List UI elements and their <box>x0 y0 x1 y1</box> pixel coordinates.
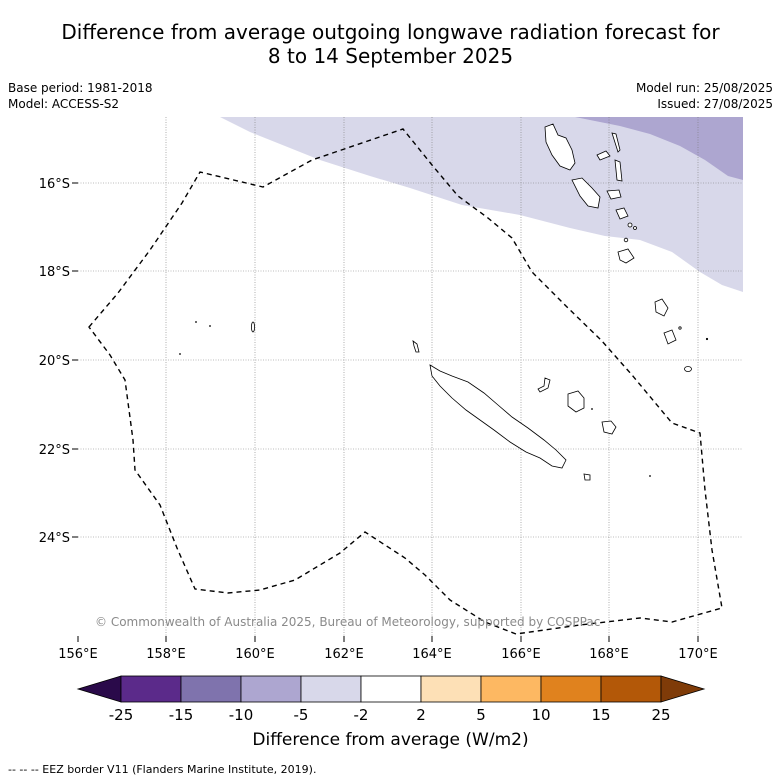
reef-2 <box>209 325 211 327</box>
colorbar-bin-4 <box>300 675 362 703</box>
lat-label-22s: 22°S <box>39 443 70 458</box>
colorbar-tick-10: 10 <box>531 706 550 724</box>
lon-label-164e: 164°E <box>412 647 452 662</box>
reef-5 <box>591 408 593 410</box>
island-east-5 <box>705 337 709 341</box>
colorbar-bin-7 <box>480 675 542 703</box>
island-lifou <box>567 390 585 413</box>
island-belep <box>412 340 420 353</box>
lon-label-166e: 166°E <box>501 647 541 662</box>
colorbar-bin-2 <box>180 675 242 703</box>
lat-label-18s: 18°S <box>39 265 70 280</box>
island-small-2 <box>633 226 637 230</box>
island-efate <box>615 207 629 220</box>
island-small-3 <box>623 237 629 243</box>
island-mare <box>601 420 617 435</box>
lon-label-160e: 160°E <box>235 647 275 662</box>
island-ambae <box>596 150 611 161</box>
island-ile-des-pins <box>583 473 591 481</box>
reef-chesterfield <box>250 321 255 333</box>
colorbar-bin-3 <box>240 675 302 703</box>
anomaly-band-minus-5 <box>220 117 743 292</box>
lon-label-162e: 162°E <box>324 647 364 662</box>
lon-label-168e: 168°E <box>589 647 629 662</box>
eez-border <box>88 128 723 635</box>
island-east-3 <box>684 366 692 372</box>
island-grande-terre <box>429 364 567 469</box>
colorbar-tick-5: 5 <box>476 706 486 724</box>
island-malekula <box>571 177 601 209</box>
colorbar-tick-minus-5: -5 <box>294 706 309 724</box>
lat-label-16s: 16°S <box>39 177 70 192</box>
grid-lines <box>78 117 743 636</box>
colorbar-extend-low <box>76 675 122 703</box>
colorbar-tick-minus-10: -10 <box>229 706 254 724</box>
lon-label-156e: 156°E <box>58 647 98 662</box>
colorbar-bin-8 <box>540 675 602 703</box>
lon-label-170e: 170°E <box>678 647 718 662</box>
reef-1 <box>195 321 197 323</box>
colorbar-tick-15: 15 <box>591 706 610 724</box>
title-line-2: 8 to 14 September 2025 <box>267 44 514 68</box>
colorbar-bin-6 <box>420 675 482 703</box>
colorbar-tick-minus-15: -15 <box>169 706 194 724</box>
colorbar-bin-9 <box>600 675 662 703</box>
colorbar-bin-1 <box>120 675 182 703</box>
colorbar-tick-minus-2: -2 <box>354 706 369 724</box>
meta-right: Model run: 25/08/2025 Issued: 27/08/2025 <box>636 80 773 112</box>
model-run: Model run: 25/08/2025 <box>635 81 773 95</box>
colorbar-bin-5 <box>360 675 422 703</box>
island-erromango <box>617 248 635 264</box>
island-east-4 <box>678 326 682 330</box>
copyright-notice: © Commonwealth of Australia 2025, Bureau… <box>95 615 600 629</box>
model-name: Model: ACCESS-S2 <box>8 97 120 111</box>
base-period: Base period: 1981-2018 <box>8 81 153 95</box>
colorbar-tick-2: 2 <box>416 706 426 724</box>
island-epi <box>606 189 622 200</box>
meta-left: Base period: 1981-2018 Model: ACCESS-S2 <box>8 80 153 112</box>
colorbar-tick-25: 25 <box>651 706 670 724</box>
lon-label-158e: 158°E <box>146 647 186 662</box>
island-maewo <box>611 132 621 153</box>
map-title: Difference from average outgoing longwav… <box>0 20 781 68</box>
lat-label-24s: 24°S <box>39 531 70 546</box>
axis-ticks <box>72 182 699 642</box>
island-east-1 <box>654 298 669 317</box>
island-pentecost <box>614 159 623 182</box>
island-ouvea <box>537 377 551 393</box>
colorbar <box>76 675 706 703</box>
issued-date: Issued: 27/08/2025 <box>657 97 773 111</box>
title-line-1: Difference from average outgoing longwav… <box>61 20 720 44</box>
map-plot-area <box>78 117 743 636</box>
reef-4 <box>649 475 651 477</box>
anomaly-band-minus-10 <box>575 117 743 180</box>
colorbar-title: Difference from average (W/m2) <box>252 730 529 750</box>
reef-3 <box>179 353 181 355</box>
island-east-2 <box>663 329 677 345</box>
island-espiritu-santo <box>544 123 576 171</box>
colorbar-tick-minus-25: -25 <box>109 706 134 724</box>
colorbar-extend-high <box>660 675 706 703</box>
lat-label-20s: 20°S <box>39 354 70 369</box>
footnote-eez: -- -- -- EEZ border V11 (Flanders Marine… <box>8 763 317 776</box>
island-small-1 <box>627 222 633 228</box>
